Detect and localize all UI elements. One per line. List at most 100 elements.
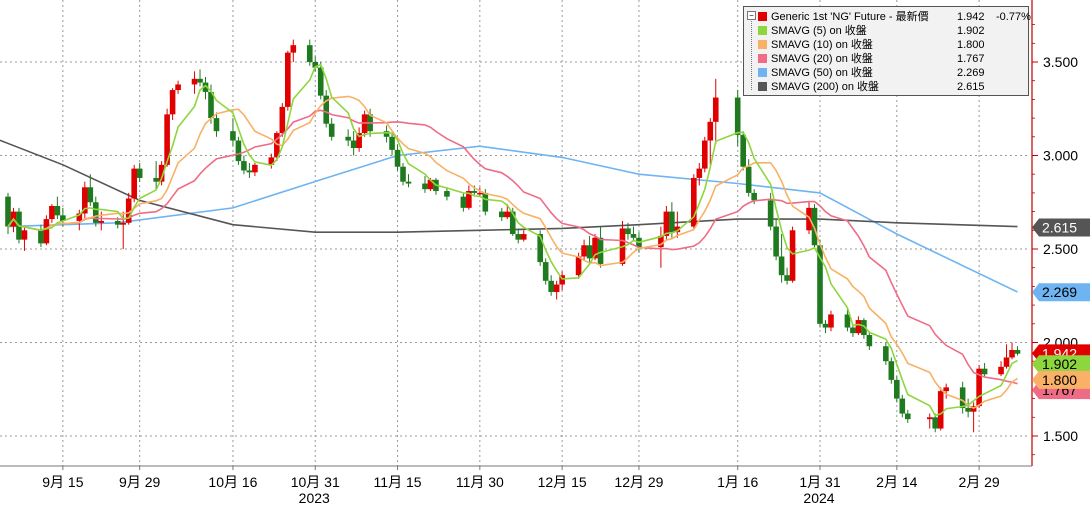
candle-body	[328, 123, 335, 137]
legend-value: 2.615	[957, 81, 985, 93]
candle-body	[597, 237, 604, 264]
candle-body	[482, 192, 489, 212]
candle-body	[136, 168, 143, 178]
x-year-label: 2023	[299, 490, 330, 506]
candle-body	[54, 205, 61, 216]
legend-value: 1.902	[957, 25, 985, 37]
candle-body	[553, 284, 560, 293]
candle-body	[312, 62, 319, 68]
y-tick-label: 2.500	[1043, 241, 1078, 257]
x-tick-label: 1月 16	[717, 474, 758, 490]
legend-label: SMAVG (50) on 收盤	[771, 67, 873, 79]
candle-body	[509, 211, 516, 235]
candle-body	[850, 327, 856, 334]
candle-body	[290, 45, 297, 53]
candle-body	[252, 164, 258, 173]
price-tag: 2.269	[1032, 283, 1090, 302]
candle-body	[477, 192, 483, 195]
candle-body	[581, 245, 587, 257]
sma-line	[7, 63, 1018, 417]
candle-body	[191, 78, 198, 85]
collapse-toggle-icon[interactable]: −	[747, 11, 756, 20]
candle-body	[537, 234, 543, 263]
candle-body	[1003, 357, 1010, 367]
candle-body	[784, 275, 790, 281]
candle-body	[904, 413, 911, 420]
candle-body	[306, 45, 313, 62]
candle-body	[691, 177, 697, 227]
candle-body	[844, 314, 851, 328]
candle-body	[422, 183, 428, 190]
legend: − Generic 1st 'NG' Future - 最新價 1.942 -0…	[743, 6, 1031, 96]
legend-swatch	[758, 40, 767, 49]
x-tick-label: 9月 29	[119, 474, 160, 490]
candle-body	[120, 222, 127, 225]
candle-body	[164, 114, 170, 165]
candle-body	[515, 234, 522, 240]
candle-body	[92, 202, 99, 223]
y-tick-label: 3.500	[1043, 54, 1078, 70]
candle-body	[773, 226, 779, 257]
candle-body	[279, 106, 286, 134]
candle-body	[883, 346, 889, 362]
legend-swatch	[758, 82, 767, 91]
candle-body	[5, 196, 11, 227]
candle-body	[520, 234, 527, 240]
candle-body	[817, 245, 823, 324]
legend-label: Generic 1st 'NG' Future - 最新價	[771, 11, 929, 23]
candle-body	[861, 320, 867, 336]
long-moving-averages	[0, 139, 1018, 293]
x-tick-label: 2月 29	[958, 474, 999, 490]
candle-body	[230, 131, 236, 141]
candle-body	[998, 366, 1004, 375]
x-tick-label: 2月 14	[876, 474, 917, 490]
candle-body	[405, 181, 412, 184]
candle-body	[60, 215, 66, 221]
sma-line	[7, 145, 1018, 293]
candle-body	[202, 82, 209, 92]
candle-body	[317, 67, 324, 96]
x-tick-label: 1月 31	[799, 474, 840, 490]
candle-body	[894, 379, 900, 399]
candle-body	[394, 149, 401, 167]
candle-body	[241, 161, 247, 171]
legend-value: 1.942	[957, 11, 985, 23]
candle-body	[498, 211, 505, 218]
candle-body	[767, 200, 774, 227]
candle-body	[542, 262, 549, 281]
candle-body	[658, 235, 664, 248]
candle-body	[153, 177, 159, 182]
candle-body	[778, 256, 785, 276]
candle-body	[855, 320, 862, 334]
price-tag: 2.615	[1032, 218, 1090, 237]
candle-body	[427, 179, 434, 190]
sma-line	[7, 109, 1018, 385]
candle-body	[959, 387, 966, 408]
legend-tree-line	[751, 21, 752, 90]
candle-body	[707, 121, 714, 141]
candle-body	[389, 136, 395, 150]
candle-body	[87, 187, 94, 203]
legend-value: 2.269	[957, 67, 985, 79]
candle-body	[866, 335, 873, 347]
candle-body	[400, 166, 406, 182]
candle-body	[471, 191, 478, 193]
sma-line	[7, 95, 1018, 409]
candle-body	[323, 95, 330, 124]
candle-body	[1009, 349, 1015, 358]
candle-body	[208, 91, 214, 119]
candle-body	[98, 220, 105, 223]
candle-body	[361, 114, 368, 134]
candle-body	[888, 361, 895, 380]
candle-body	[899, 398, 906, 414]
y-tick-label: 1.500	[1043, 428, 1078, 444]
candle-body	[383, 131, 390, 137]
price-tag: 1.800	[1032, 370, 1090, 389]
candle-body	[43, 219, 50, 244]
candle-body	[82, 187, 88, 214]
candle-body	[789, 230, 796, 281]
candle-body	[356, 133, 362, 149]
candle-body	[158, 164, 165, 182]
